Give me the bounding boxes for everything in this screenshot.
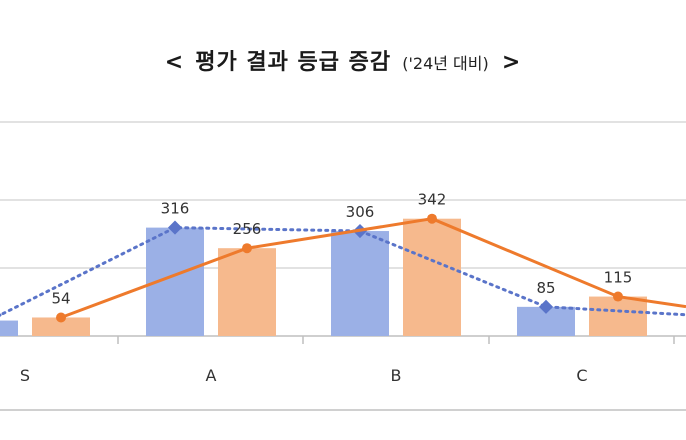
tick-label-a: A — [206, 366, 217, 385]
tick-label-s: S — [20, 366, 30, 385]
data-label-series1-b: 306 — [346, 203, 375, 221]
data-label-series2-c: 115 — [604, 269, 633, 287]
marker-series2-c — [613, 291, 623, 302]
data-label-series2-b: 342 — [418, 191, 447, 209]
marker-series1-c — [538, 299, 554, 314]
marker-series2-b — [427, 213, 437, 224]
bar-series2-b — [403, 218, 461, 336]
bar-series2-c — [589, 296, 647, 336]
tick-label-c: C — [576, 366, 587, 385]
marker-series2-s — [56, 312, 66, 323]
title-subtitle: ('24년 대비) — [402, 54, 489, 73]
data-label-series2-s: 54 — [51, 289, 70, 307]
data-label-series1-a: 316 — [161, 200, 190, 218]
tick-label-b: B — [391, 366, 402, 385]
marker-series1-a — [167, 220, 183, 235]
bar-series1-b — [331, 231, 389, 336]
chart-title: < 평가 결과 등급 증감 ('24년 대비) > — [0, 44, 686, 76]
marker-series2-a — [242, 243, 252, 254]
line-series1 — [0, 226, 686, 317]
chart-lines — [0, 213, 686, 323]
chart-data-labels: 316 306 85 54 256 342 115 — [51, 191, 632, 308]
bar-series2-a — [218, 248, 276, 336]
title-main: 평가 결과 등급 증감 — [195, 50, 392, 75]
bar-series1-s — [0, 320, 18, 336]
chart-bars — [0, 218, 647, 336]
title-close-bracket: > — [501, 50, 522, 75]
data-label-series2-a: 256 — [233, 220, 262, 238]
data-label-series1-c: 85 — [536, 279, 555, 297]
bar-series2-s — [32, 317, 90, 336]
title-open-bracket: < — [164, 50, 185, 75]
